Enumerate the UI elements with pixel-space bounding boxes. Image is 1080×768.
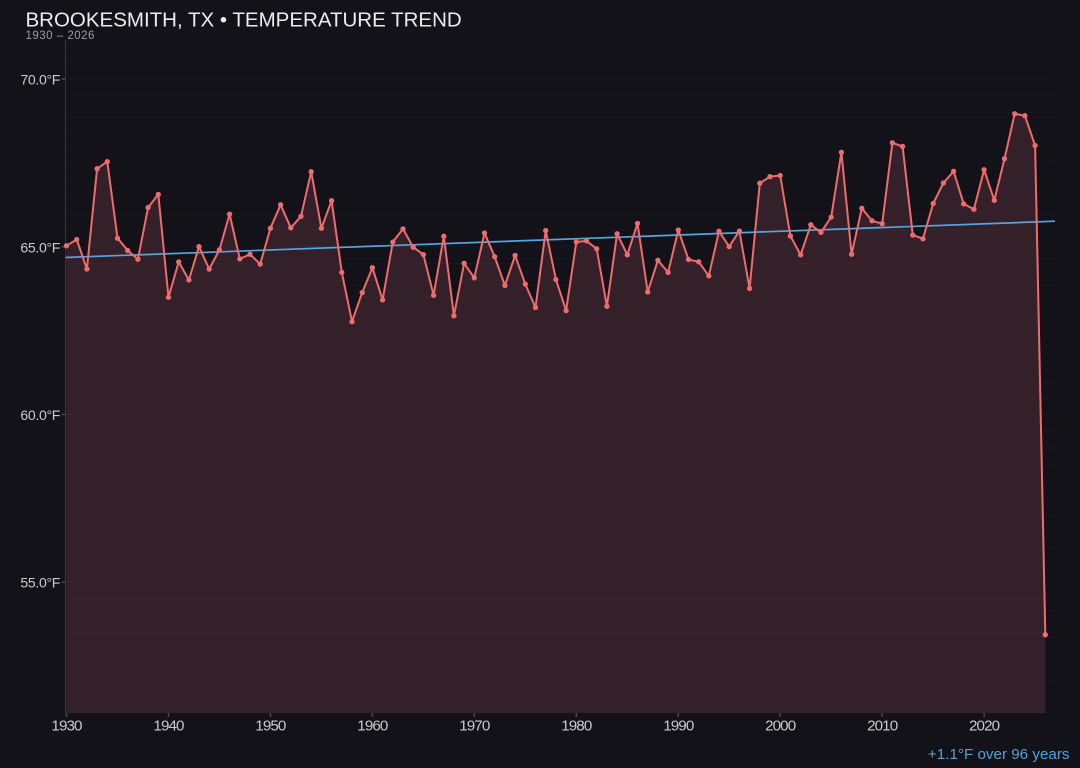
svg-text:60.0°F: 60.0°F — [20, 407, 60, 423]
svg-text:BROOKESMITH, TX • TEMPERATURE: BROOKESMITH, TX • TEMPERATURE TREND — [26, 9, 462, 32]
svg-text:55.0°F: 55.0°F — [20, 575, 60, 591]
svg-text:1950: 1950 — [255, 718, 286, 735]
svg-text:1980: 1980 — [561, 718, 592, 735]
svg-text:1930 – 2026: 1930 – 2026 — [26, 30, 95, 42]
svg-text:1940: 1940 — [153, 718, 184, 735]
svg-text:+1.1°F over 96 years: +1.1°F over 96 years — [928, 746, 1070, 763]
svg-text:2020: 2020 — [969, 718, 1000, 735]
svg-text:70.0°F: 70.0°F — [20, 72, 60, 88]
svg-text:1960: 1960 — [357, 718, 388, 735]
svg-text:1970: 1970 — [459, 718, 490, 735]
svg-text:2010: 2010 — [867, 718, 898, 735]
svg-text:1930: 1930 — [51, 718, 82, 735]
svg-text:65.0°F: 65.0°F — [20, 239, 60, 255]
svg-text:1990: 1990 — [663, 718, 694, 735]
svg-text:2000: 2000 — [765, 718, 796, 735]
